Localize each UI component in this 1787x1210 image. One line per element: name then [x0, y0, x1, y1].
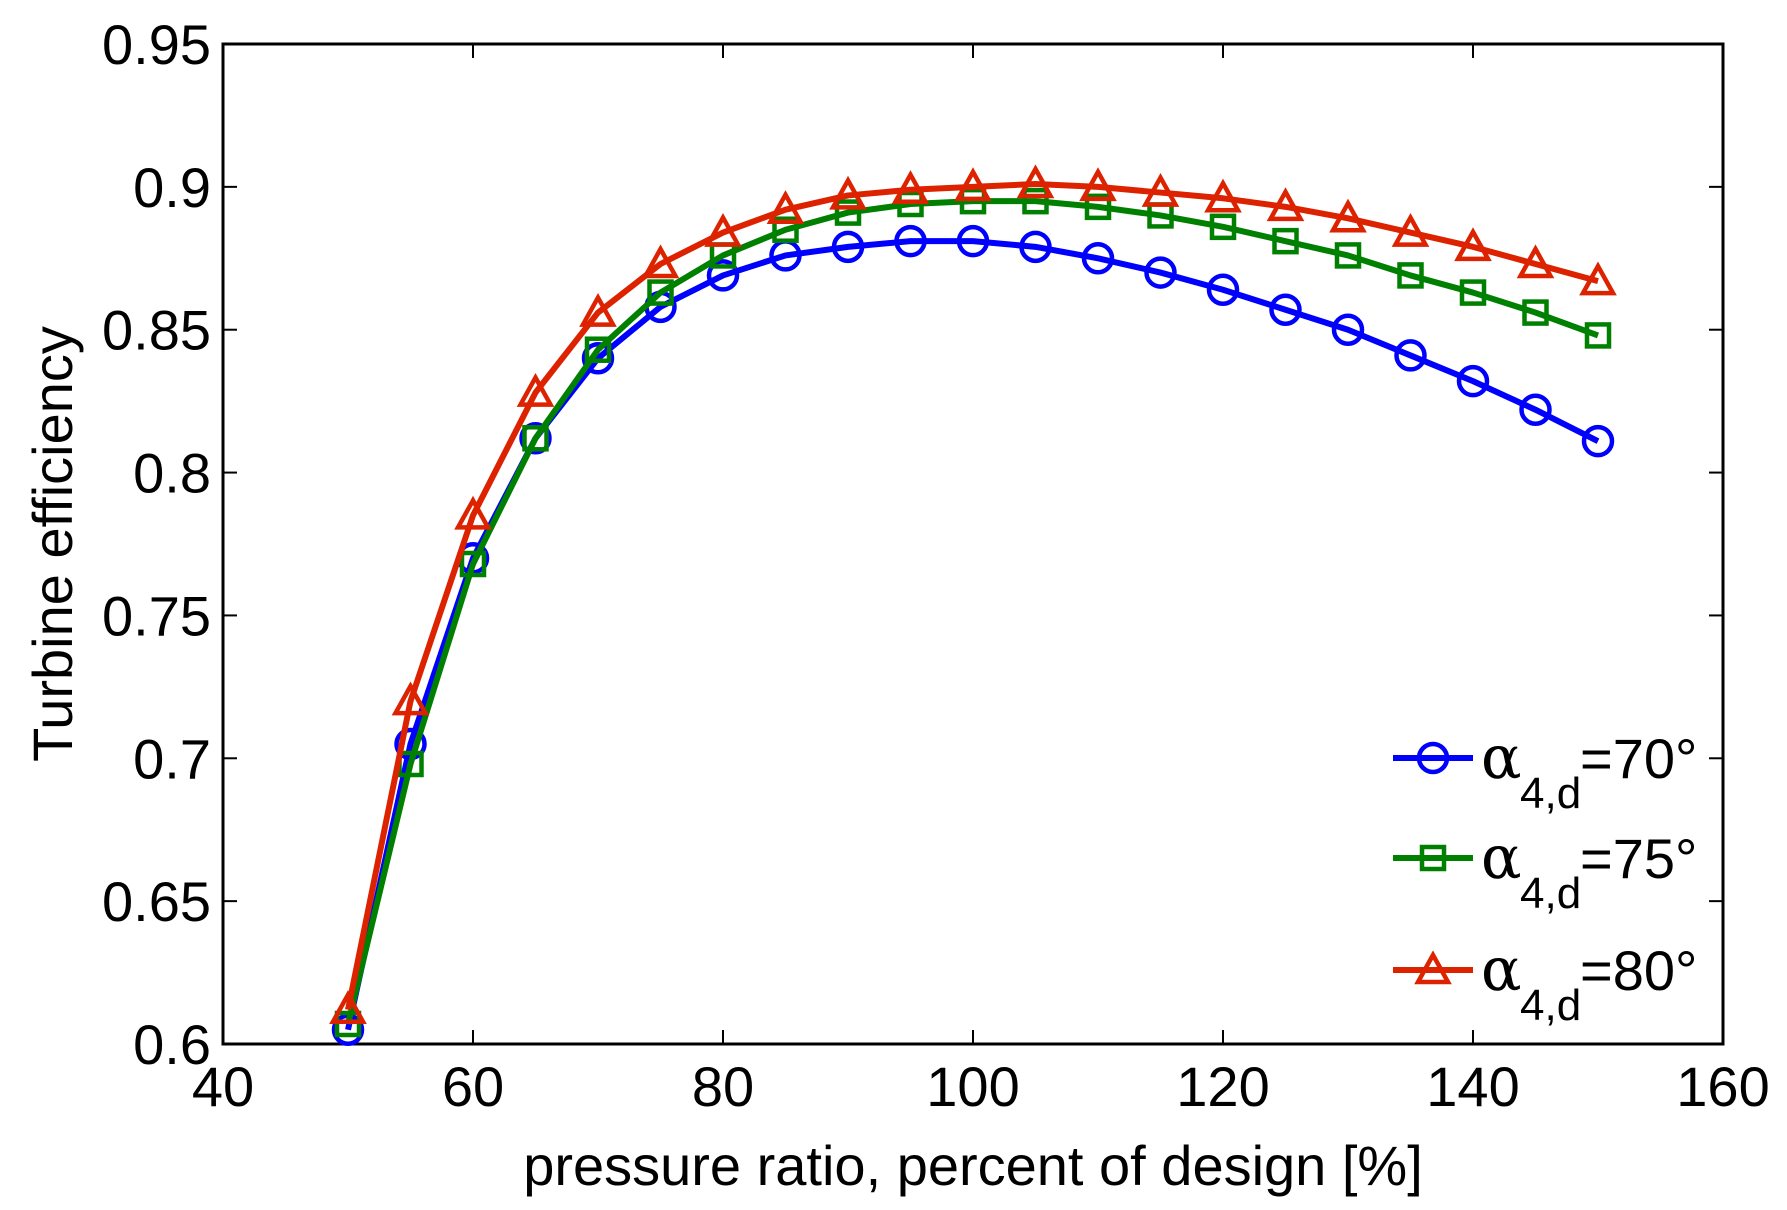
legend-subscript: 4,d: [1520, 981, 1581, 1030]
y-axis-ticks: 0.6 0.65 0.7 0.75 0.8 0.85 0.9 0.95: [102, 13, 1723, 1076]
data-point: [772, 216, 799, 243]
x-tick-label: 80: [692, 1055, 754, 1118]
data-point: [954, 167, 992, 202]
legend-marker: [1419, 844, 1447, 872]
data-point: [1144, 256, 1177, 289]
data-point: [522, 425, 549, 452]
x-axis-label: pressure ratio, percent of design [%]: [523, 1134, 1423, 1197]
data-point: [391, 681, 430, 716]
y-tick-label: 0.85: [102, 299, 211, 362]
data-point: [1397, 262, 1424, 289]
data-point: [829, 175, 867, 210]
x-tick-label: 60: [442, 1055, 504, 1118]
data-point: [1016, 164, 1055, 199]
data-point: [834, 199, 862, 226]
y-tick-label: 0.8: [133, 442, 211, 505]
series-line: [345, 198, 1600, 1025]
series-3: [329, 164, 1617, 1024]
data-point: [1522, 299, 1549, 326]
legend-value: =80°: [1580, 939, 1697, 1002]
plot-area: [221, 42, 1725, 1046]
data-point: [1269, 293, 1302, 326]
y-axis-label: Turbine efficiency: [21, 326, 84, 762]
data-point: [1079, 167, 1117, 202]
data-point: [329, 990, 367, 1024]
series-layer: [329, 164, 1617, 1046]
data-point: [1516, 244, 1555, 279]
data-point: [1459, 279, 1487, 306]
data-point: [1334, 242, 1362, 269]
data-point: [647, 279, 674, 306]
data-point: [1084, 193, 1112, 221]
data-point: [1204, 178, 1242, 213]
legend: α4,d=70°α4,d=75°α4,d=80°: [1393, 723, 1697, 1030]
x-tick-label: 40: [192, 1055, 254, 1118]
data-point: [706, 259, 740, 292]
data-point: [1454, 227, 1492, 262]
legend-symbol: α: [1481, 823, 1522, 893]
data-point: [959, 187, 987, 215]
data-point: [641, 244, 680, 279]
legend-item: α4,d=75°: [1393, 823, 1697, 918]
data-point: [1519, 393, 1552, 426]
legend-value: =70°: [1580, 727, 1697, 790]
data-point: [1272, 227, 1299, 255]
data-point: [1022, 187, 1049, 215]
legend-value: =75°: [1580, 827, 1697, 890]
legend-subscript: 4,d: [1520, 769, 1581, 818]
data-point: [1209, 213, 1237, 241]
data-point: [1329, 198, 1367, 233]
data-point: [334, 1010, 362, 1038]
x-tick-label: 120: [1176, 1055, 1269, 1118]
y-tick-label: 0.9: [133, 156, 211, 219]
data-point: [1331, 313, 1365, 346]
legend-symbol: α: [1481, 723, 1522, 793]
data-point: [1206, 273, 1240, 306]
data-point: [1581, 424, 1615, 458]
legend-symbol: α: [1481, 935, 1522, 1005]
data-point: [454, 495, 492, 530]
data-point: [897, 190, 924, 218]
x-tick-label: 100: [926, 1055, 1019, 1118]
y-tick-label: 0.65: [102, 870, 211, 933]
legend-subscript: 4,d: [1520, 869, 1581, 918]
data-point: [956, 224, 990, 258]
legend-marker: [1414, 950, 1452, 985]
data-point: [1584, 322, 1612, 349]
data-point: [1579, 261, 1617, 296]
x-axis-ticks: 40 60 80 100 120 140 160: [192, 44, 1770, 1118]
data-point: [584, 336, 612, 363]
data-point: [516, 372, 555, 407]
data-point: [581, 342, 615, 375]
data-point: [1266, 187, 1305, 222]
data-point: [766, 190, 805, 224]
data-point: [1456, 364, 1490, 398]
data-point: [894, 224, 927, 258]
legend-marker: [1416, 741, 1450, 775]
y-tick-label: 0.6: [133, 1013, 211, 1076]
x-tick-label: 140: [1426, 1055, 1519, 1118]
y-tick-label: 0.95: [102, 13, 211, 76]
y-tick-label: 0.75: [102, 584, 211, 647]
data-point: [1081, 242, 1115, 275]
data-point: [459, 550, 487, 578]
legend-item: α4,d=80°: [1393, 935, 1697, 1030]
y-tick-label: 0.7: [133, 727, 211, 790]
data-point: [891, 170, 930, 204]
data-point: [1394, 339, 1427, 372]
data-point: [579, 292, 617, 327]
data-point: [519, 422, 552, 455]
data-point: [1019, 230, 1052, 264]
x-tick-label: 160: [1676, 1055, 1769, 1118]
data-point: [704, 212, 742, 247]
data-point: [1141, 172, 1180, 207]
legend-item: α4,d=70°: [1393, 723, 1697, 818]
data-point: [1391, 212, 1430, 247]
data-point: [831, 230, 865, 264]
series-line: [345, 181, 1599, 1011]
